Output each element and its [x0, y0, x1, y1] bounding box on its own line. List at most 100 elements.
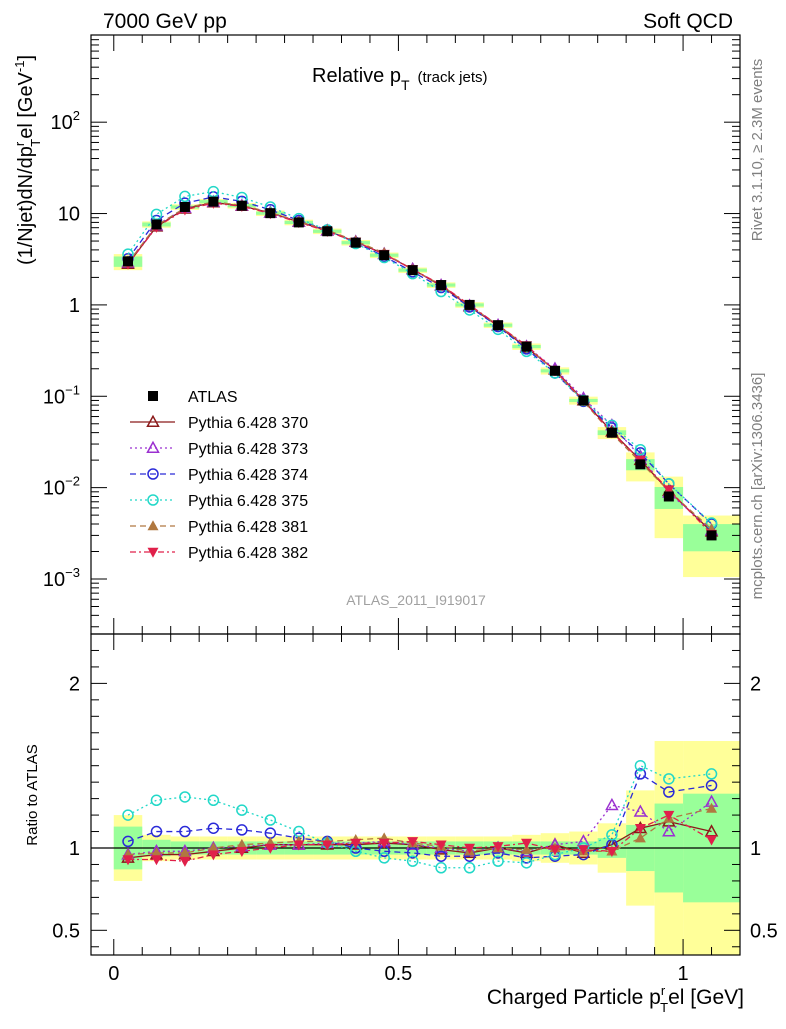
series-marker-ratio — [378, 852, 390, 864]
data-point — [407, 265, 418, 276]
y-tick-base: 10 — [43, 386, 65, 408]
data-point — [123, 256, 134, 267]
ylabel-exp: -1 — [12, 61, 27, 73]
series-marker-ratio — [463, 862, 476, 874]
series-line-ratio — [127, 772, 712, 859]
ratio-panel: 2 21 10.5 0.5 0 0.5 1 — [52, 633, 778, 985]
series-marker-ratio — [179, 847, 191, 858]
data-point — [606, 427, 617, 438]
series-marker-ratio — [406, 847, 419, 859]
legend-label: Pythia 6.428 373 — [188, 441, 308, 458]
series-marker-ratio — [122, 835, 134, 848]
series-marker-ratio — [293, 825, 305, 838]
data-point — [293, 217, 304, 228]
series-marker-ratio — [521, 843, 533, 854]
series-marker-ratio — [264, 814, 277, 826]
series-marker-ratio — [633, 804, 648, 817]
series-marker-ratio — [407, 837, 419, 848]
series-marker-main — [663, 485, 675, 496]
y-tick-label: 102 — [51, 108, 80, 134]
legend-label: Pythia 6.428 370 — [188, 415, 308, 432]
y-tick-base: 10 — [58, 204, 80, 226]
xlabel-sup: r — [661, 983, 666, 998]
series-marker-ratio — [492, 842, 504, 853]
data-point — [208, 196, 219, 207]
series-marker-ratio — [207, 850, 219, 861]
legend-marker — [147, 547, 159, 558]
y-tick-exp: −2 — [65, 474, 80, 489]
series-marker-ratio — [520, 857, 533, 869]
series-marker-ratio — [236, 824, 248, 836]
series-marker-ratio — [634, 768, 647, 780]
rivet-label: Rivet 3.1.10, ≥ 2.3M events — [749, 59, 766, 242]
series-marker-ratio — [236, 838, 248, 849]
legend: ATLAS Pythia 6.428 370 Pythia 6.428 373 Pyt… — [130, 389, 308, 562]
ylabel-main: (1/Njet)dN/dp — [15, 146, 37, 265]
series-marker-ratio — [321, 840, 333, 851]
data-point — [464, 299, 475, 310]
legend-marker — [147, 494, 159, 506]
data-point — [436, 280, 447, 291]
series-marker-ratio — [606, 829, 618, 841]
series-line-main — [127, 190, 712, 524]
series-line-main — [127, 202, 713, 535]
legend-marker — [147, 468, 159, 480]
series-marker-ratio — [150, 825, 163, 838]
data-point — [663, 491, 674, 502]
y-tick-exp: 2 — [73, 108, 80, 123]
analysis-id: ATLAS_2011_I919017 — [346, 592, 486, 608]
ratio-y-tick-label: 0.5 — [52, 920, 80, 942]
header-left: 7000 GeV pp — [103, 10, 227, 33]
series-marker-ratio — [492, 855, 504, 867]
data-point — [265, 208, 276, 219]
series-marker-ratio — [236, 804, 248, 816]
ylabel-close: ] — [15, 55, 37, 61]
ratio-y-tick-label-right: 1 — [750, 838, 761, 860]
y-axis-label: (1/Njet)dN/dprTel [GeV-1] — [12, 55, 43, 265]
series-marker-ratio — [706, 802, 718, 813]
y-tick-base: 1 — [69, 295, 80, 317]
series-marker-ratio — [435, 840, 447, 851]
title-suffix: (track jets) — [418, 69, 488, 86]
ylabel-end: el [GeV — [15, 71, 37, 138]
xlabel-sub: T — [660, 1000, 668, 1015]
legend-marker — [146, 440, 160, 453]
series-marker-ratio — [662, 824, 676, 837]
ratio-y-tick-label-right: 0.5 — [750, 920, 778, 942]
series-marker-ratio — [150, 794, 163, 807]
legend-label: Pythia 6.428 375 — [188, 493, 308, 510]
mcplots-label: mcplots.cern.ch [arXiv:1306.3436] — [749, 373, 766, 600]
series-marker-ratio — [634, 832, 646, 843]
x-tick-label: 1 — [678, 963, 689, 985]
legend-label: Pythia 6.428 381 — [188, 519, 308, 536]
legend-label: ATLAS — [188, 389, 238, 406]
data-point — [179, 201, 190, 212]
series-marker-ratio — [293, 840, 305, 851]
series-marker-ratio — [549, 845, 561, 856]
ratio-y-tick-label-right: 2 — [750, 673, 761, 695]
data-point — [706, 530, 717, 541]
data-point — [549, 365, 560, 376]
ratio-y-axis-label: Ratio to ATLAS — [24, 744, 41, 845]
series-marker-ratio — [464, 843, 476, 854]
x-axis-label: Charged Particle pr Tel [GeV] — [487, 983, 744, 1015]
main-axis-ticks — [91, 34, 741, 634]
title-main: Relative p — [312, 65, 401, 87]
series-marker-ratio — [706, 835, 718, 846]
main-data-points — [123, 196, 717, 541]
title-sub: T — [401, 77, 410, 93]
series-marker-main — [634, 443, 647, 456]
series-marker-ratio — [606, 847, 618, 858]
series-marker-main — [179, 190, 191, 203]
y-tick-label: 10−3 — [43, 565, 80, 591]
y-tick-exp: −1 — [65, 382, 80, 397]
ratio-frame — [90, 633, 741, 956]
y-tick-label: 10−2 — [43, 474, 80, 500]
series-marker-ratio — [179, 791, 191, 803]
data-point — [151, 219, 162, 230]
series-marker-ratio — [435, 850, 447, 862]
data-point — [493, 320, 504, 331]
x-tick-label: 0.5 — [385, 963, 413, 985]
series-marker-ratio — [264, 827, 277, 839]
